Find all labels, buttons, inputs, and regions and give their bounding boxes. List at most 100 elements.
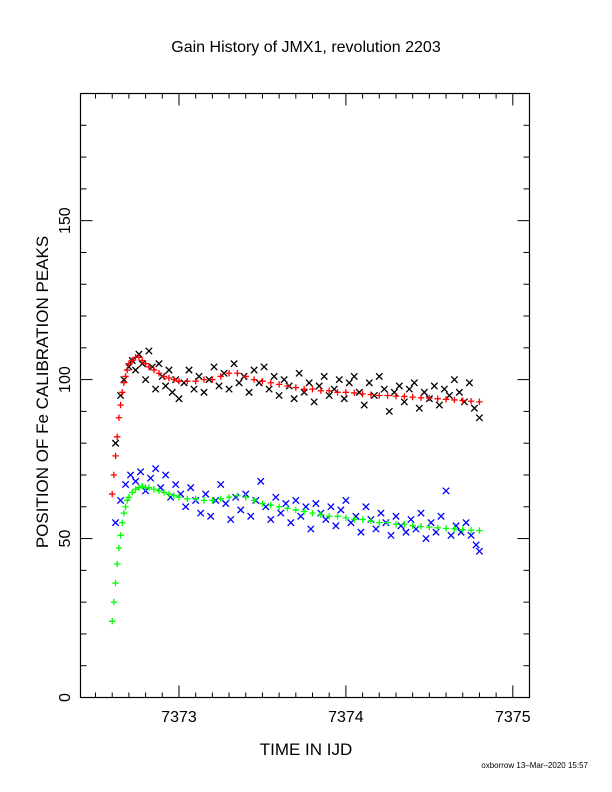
plot-frame	[79, 92, 531, 699]
data-point	[387, 531, 395, 540]
data-point	[259, 500, 266, 507]
data-point	[165, 374, 173, 382]
data-point	[245, 388, 253, 396]
data-point	[116, 496, 125, 505]
data-point	[300, 508, 308, 515]
data-point	[332, 522, 340, 530]
data-point	[185, 366, 193, 374]
data-point	[217, 373, 224, 380]
axis-ticks	[80, 93, 530, 698]
data-point	[202, 490, 210, 498]
data-point	[359, 390, 366, 398]
data-point	[467, 398, 475, 405]
data-point	[410, 379, 418, 387]
data-point	[114, 433, 121, 441]
data-point	[434, 524, 441, 531]
data-point	[250, 376, 258, 383]
data-point	[407, 515, 415, 524]
data-point	[442, 487, 450, 495]
data-point	[337, 506, 345, 514]
data-point	[409, 522, 416, 530]
data-point	[275, 503, 283, 510]
data-point	[114, 560, 121, 568]
data-point	[181, 503, 190, 511]
data-point	[334, 513, 341, 520]
data-point	[320, 372, 328, 381]
data-point	[392, 512, 400, 520]
data-point	[175, 494, 183, 501]
data-point	[335, 375, 343, 384]
data-point	[384, 519, 391, 526]
data-point	[190, 385, 198, 393]
data-point	[142, 360, 149, 367]
data-point	[290, 395, 298, 403]
data-point	[168, 388, 176, 396]
data-point	[155, 370, 163, 377]
data-point	[265, 385, 273, 393]
data-point	[405, 385, 413, 393]
data-point	[209, 497, 216, 504]
data-point	[225, 494, 233, 501]
data-point	[119, 389, 126, 396]
x-tick-label: 7374	[328, 709, 364, 726]
data-point	[434, 395, 441, 402]
y-tick-label: 150	[57, 207, 74, 234]
data-point	[377, 509, 385, 517]
data-point	[165, 366, 173, 374]
data-point	[447, 531, 455, 540]
data-point	[110, 598, 118, 606]
data-point	[151, 464, 160, 473]
data-point	[112, 579, 119, 587]
data-point	[367, 391, 375, 398]
data-point	[380, 385, 388, 393]
data-point	[115, 544, 123, 552]
data-point	[370, 391, 378, 400]
data-point	[275, 381, 283, 388]
series-3	[109, 482, 483, 625]
data-point	[200, 376, 208, 383]
data-point	[235, 379, 243, 387]
data-point	[351, 516, 358, 523]
data-point	[215, 382, 223, 390]
data-point	[351, 389, 358, 397]
data-point	[372, 525, 380, 533]
data-point	[161, 382, 170, 390]
data-point	[230, 360, 238, 368]
data-point	[362, 503, 370, 511]
data-point	[139, 357, 146, 364]
x-tick-label: 7373	[161, 709, 197, 726]
data-point	[187, 484, 195, 492]
data-point	[131, 366, 140, 374]
data-point	[342, 514, 350, 522]
data-point	[170, 376, 178, 383]
data-point	[120, 379, 128, 386]
data-point	[455, 388, 464, 396]
data-point	[111, 518, 120, 527]
data-point	[121, 480, 130, 489]
data-point	[275, 391, 283, 400]
data-point	[175, 377, 183, 385]
data-point	[197, 509, 205, 517]
data-point	[131, 477, 140, 485]
data-point	[184, 495, 191, 503]
data-point	[180, 379, 188, 387]
data-point	[365, 379, 373, 387]
data-point	[475, 547, 484, 555]
data-point	[225, 385, 233, 393]
data-point	[350, 372, 358, 381]
data-point	[420, 388, 429, 396]
data-point	[117, 532, 124, 539]
data-point	[451, 525, 458, 533]
data-point	[125, 360, 133, 367]
data-point	[250, 366, 258, 374]
y-tick-label: 100	[57, 366, 74, 393]
data-point	[192, 495, 199, 503]
data-point	[255, 379, 263, 387]
data-point	[242, 373, 249, 380]
data-point	[260, 363, 268, 371]
data-point	[395, 382, 403, 390]
data-point	[409, 393, 416, 401]
data-point	[161, 471, 170, 479]
data-point	[259, 377, 266, 385]
